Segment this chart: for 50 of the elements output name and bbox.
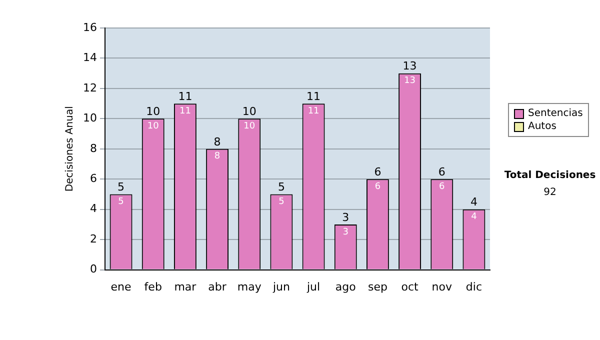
legend-label: Autos [528, 120, 556, 133]
x-tick-label: feb [144, 280, 162, 294]
data-label: 5 [278, 197, 284, 208]
y-tick-label: 10 [82, 112, 97, 125]
y-tick-label: 16 [82, 20, 97, 34]
total-label: 11 [178, 90, 192, 103]
y-tick-label: 14 [82, 51, 97, 64]
y-axis-title: Decisiones Anual [64, 106, 76, 192]
x-tick-label: may [237, 280, 262, 294]
y-tick-label: 0 [90, 262, 97, 276]
data-label: 6 [439, 182, 446, 192]
y-tick-label: 2 [90, 232, 97, 246]
x-tick-label: oct [401, 280, 420, 294]
total-label: 4 [470, 196, 478, 209]
data-label: 4 [471, 212, 478, 222]
total-label: 13 [402, 60, 417, 73]
data-label: 10 [147, 122, 160, 132]
x-tick-label: sep [368, 280, 388, 294]
y-tick-label: 12 [82, 81, 97, 94]
total-label: 5 [278, 180, 285, 194]
total-label: 3 [342, 210, 350, 224]
x-tick-label: nov [432, 280, 452, 294]
total-label: 8 [214, 135, 221, 148]
x-tick-label: jul [306, 280, 320, 294]
total-label: 11 [306, 90, 321, 103]
text: Total Decisiones [503, 170, 597, 181]
y-tick-label: 6 [90, 172, 97, 185]
x-tick-label: mar [174, 280, 197, 294]
total-label: 6 [438, 165, 446, 178]
total-label: 5 [118, 180, 125, 194]
total-label: 10 [146, 105, 160, 118]
text: 92 [542, 187, 558, 198]
data-label: 6 [374, 182, 381, 192]
x-tick-label: ene [110, 280, 132, 294]
total-label: 6 [374, 165, 382, 178]
data-label: 8 [214, 152, 220, 162]
x-tick-label: dic [466, 280, 482, 294]
data-label: 11 [179, 106, 191, 116]
data-label: 11 [308, 106, 320, 116]
data-label: 10 [244, 122, 256, 132]
x-tick-label: ago [335, 280, 356, 294]
x-tick-label: jun [272, 280, 290, 294]
total-label: 10 [242, 105, 256, 118]
data-label: 5 [118, 197, 124, 208]
data-label: 3 [342, 227, 348, 238]
legend-label: Sentencias [528, 107, 583, 120]
y-tick-label: 8 [90, 142, 97, 155]
data-label: 13 [404, 76, 416, 86]
y-tick-label: 4 [90, 202, 97, 216]
x-tick-label: abr [208, 280, 227, 294]
